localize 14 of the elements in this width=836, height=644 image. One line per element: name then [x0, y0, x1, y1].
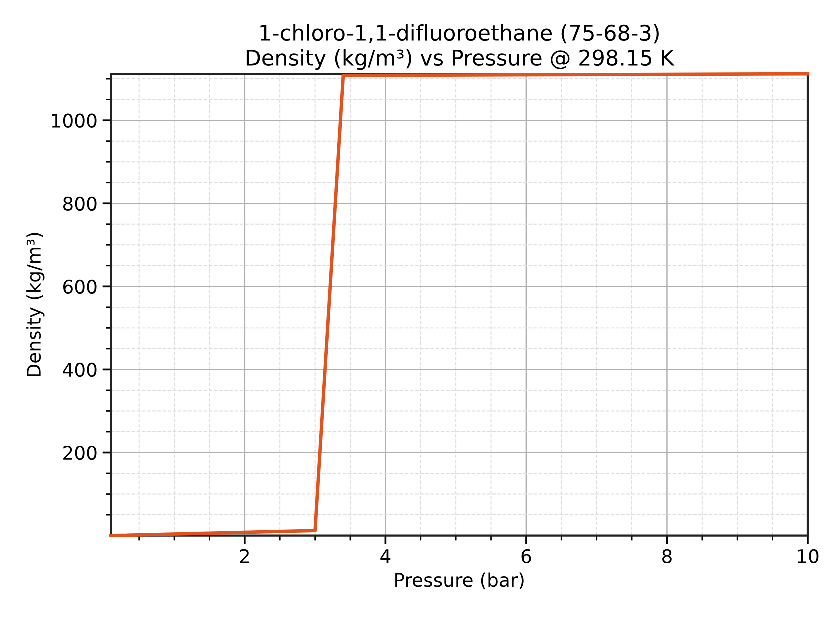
line-series: [110, 72, 810, 538]
x-tick-label: 6: [522, 549, 532, 564]
y-tick-label: 600: [64, 280, 97, 294]
y-axis-title: Density (kg/m³): [26, 233, 45, 376]
y-tick-label: 1000: [52, 114, 97, 128]
chart-title: 1-chloro-1,1-difluoroethane (75-68-3) Density (kg/m³) vs Pressure @ 298.15 K: [246, 24, 675, 70]
x-axis-title: Pressure (bar): [396, 572, 524, 590]
x-tick-label: 4: [380, 550, 391, 564]
y-tick-label: 400: [63, 362, 97, 378]
y-tick-label: 800: [63, 196, 97, 212]
y-tick-label: 200: [64, 446, 97, 460]
x-tick-label: 2: [240, 549, 250, 564]
x-tick-label: 10: [798, 549, 819, 564]
x-tick-label: 8: [662, 549, 672, 564]
